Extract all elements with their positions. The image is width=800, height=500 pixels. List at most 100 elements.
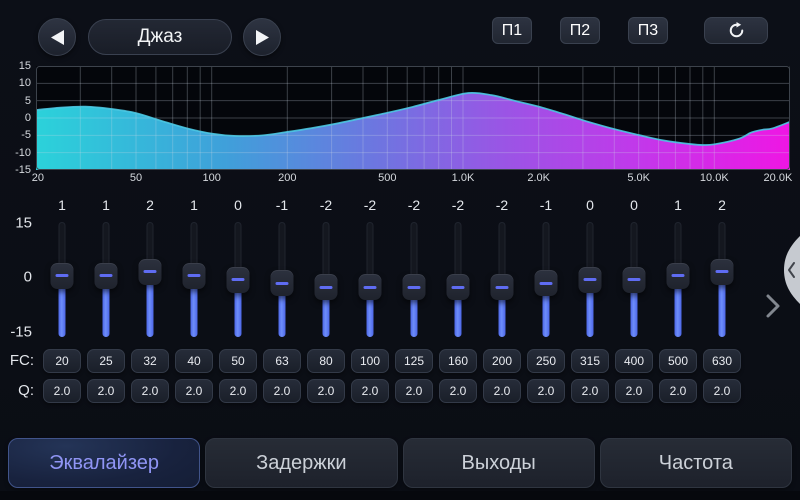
band-gain-slider[interactable] [612, 222, 656, 337]
q-value-button[interactable]: 2.0 [263, 379, 301, 403]
slider-thumb[interactable] [578, 266, 602, 293]
slider-thumb[interactable] [270, 270, 294, 297]
q-value-button[interactable]: 2.0 [175, 379, 213, 403]
fc-value-button[interactable]: 40 [175, 349, 213, 373]
tab-frequency[interactable]: Частота [599, 438, 792, 488]
edge-drawer-handle[interactable] [781, 236, 800, 304]
fc-value-button[interactable]: 630 [703, 349, 741, 373]
slider-thumb[interactable] [622, 266, 646, 293]
band-gain-value: -2 [451, 197, 465, 213]
slider-thumb[interactable] [402, 274, 426, 301]
x-tick-label: 1.0K [451, 172, 475, 184]
x-tick-label: 10.0K [699, 172, 729, 184]
fc-value-button[interactable]: 32 [131, 349, 169, 373]
fc-value-button[interactable]: 80 [307, 349, 345, 373]
band-gain-value: 2 [718, 197, 726, 213]
band-gain-value: 1 [674, 197, 682, 213]
slider-thumb[interactable] [226, 266, 250, 293]
fc-value-button[interactable]: 20 [43, 349, 81, 373]
preset-next-button[interactable] [243, 18, 281, 56]
fc-value-button[interactable]: 250 [527, 349, 565, 373]
slider-thumb[interactable] [50, 262, 74, 289]
q-value-button[interactable]: 2.0 [131, 379, 169, 403]
chart-y-axis: 15 10 5 0 -5 -10 -15 [0, 60, 31, 176]
band-gain-slider[interactable] [216, 222, 260, 337]
reset-button[interactable] [704, 17, 768, 44]
eq-band-125: -2 [392, 195, 436, 337]
band-gain-slider[interactable] [524, 222, 568, 337]
q-value-button[interactable]: 2.0 [571, 379, 609, 403]
preset-name[interactable]: Джаз [88, 19, 232, 55]
fc-value-button[interactable]: 500 [659, 349, 697, 373]
slider-fill [542, 283, 550, 337]
fc-value-button[interactable]: 400 [615, 349, 653, 373]
tab-delays[interactable]: Задержки [205, 438, 398, 488]
band-gain-slider[interactable] [480, 222, 524, 337]
slider-thumb[interactable] [710, 258, 734, 285]
band-gain-slider[interactable] [436, 222, 480, 337]
fc-value-button[interactable]: 200 [483, 349, 521, 373]
slider-thumb[interactable] [182, 262, 206, 289]
preset-prev-button[interactable] [38, 18, 76, 56]
band-gain-slider[interactable] [40, 222, 84, 337]
q-value-button[interactable]: 2.0 [439, 379, 477, 403]
y-tick-label: -15 [15, 164, 31, 176]
q-value-button[interactable]: 2.0 [703, 379, 741, 403]
fc-value-button[interactable]: 25 [87, 349, 125, 373]
q-value-button[interactable]: 2.0 [615, 379, 653, 403]
preset-slot-3-button[interactable]: П3 [628, 17, 668, 44]
fc-value-button[interactable]: 50 [219, 349, 257, 373]
fc-value-button[interactable]: 125 [395, 349, 433, 373]
slider-fill [718, 271, 726, 337]
preset-slot-2-button[interactable]: П2 [560, 17, 600, 44]
slider-thumb[interactable] [138, 258, 162, 285]
preset-slot-1-button[interactable]: П1 [492, 17, 532, 44]
q-value-button[interactable]: 2.0 [395, 379, 433, 403]
slider-thumb[interactable] [314, 274, 338, 301]
frequency-response-chart [36, 66, 790, 170]
next-bands-button[interactable] [760, 292, 786, 320]
slider-fill [102, 275, 110, 337]
band-gain-value: 0 [586, 197, 594, 213]
slider-thumb[interactable] [94, 262, 118, 289]
q-value-button[interactable]: 2.0 [659, 379, 697, 403]
refresh-icon [729, 22, 743, 38]
band-gain-slider[interactable] [700, 222, 744, 337]
q-value-button[interactable]: 2.0 [307, 379, 345, 403]
slider-thumb[interactable] [534, 270, 558, 297]
fc-value-button[interactable]: 315 [571, 349, 609, 373]
band-gain-slider[interactable] [656, 222, 700, 337]
q-value-button[interactable]: 2.0 [87, 379, 125, 403]
eq-band-200: -2 [480, 195, 524, 337]
slider-fill [674, 275, 682, 337]
eq-band-250: -1 [524, 195, 568, 337]
eq-band-40: 1 [172, 195, 216, 337]
tab-equalizer[interactable]: Эквалайзер [8, 438, 201, 488]
band-gain-slider[interactable] [392, 222, 436, 337]
band-gain-slider[interactable] [260, 222, 304, 337]
q-value-button[interactable]: 2.0 [351, 379, 389, 403]
slider-thumb[interactable] [666, 262, 690, 289]
band-gain-slider[interactable] [568, 222, 612, 337]
band-gain-slider[interactable] [128, 222, 172, 337]
slider-thumb[interactable] [490, 274, 514, 301]
band-gain-slider[interactable] [304, 222, 348, 337]
slider-thumb[interactable] [446, 274, 470, 301]
tab-bar: Эквалайзер Задержки Выходы Частота [8, 438, 792, 488]
band-gain-value: 1 [58, 197, 66, 213]
eq-curve-svg [36, 66, 790, 170]
slider-thumb[interactable] [358, 274, 382, 301]
band-gain-slider[interactable] [348, 222, 392, 337]
band-gain-slider[interactable] [172, 222, 216, 337]
fc-value-button[interactable]: 63 [263, 349, 301, 373]
slider-fill [278, 283, 286, 337]
q-value-button[interactable]: 2.0 [43, 379, 81, 403]
tab-outputs[interactable]: Выходы [402, 438, 595, 488]
q-value-button[interactable]: 2.0 [219, 379, 257, 403]
fc-value-button[interactable]: 100 [351, 349, 389, 373]
q-value-button[interactable]: 2.0 [483, 379, 521, 403]
fc-value-button[interactable]: 160 [439, 349, 477, 373]
y-tick-label: -5 [21, 129, 31, 142]
q-value-button[interactable]: 2.0 [527, 379, 565, 403]
band-gain-slider[interactable] [84, 222, 128, 337]
